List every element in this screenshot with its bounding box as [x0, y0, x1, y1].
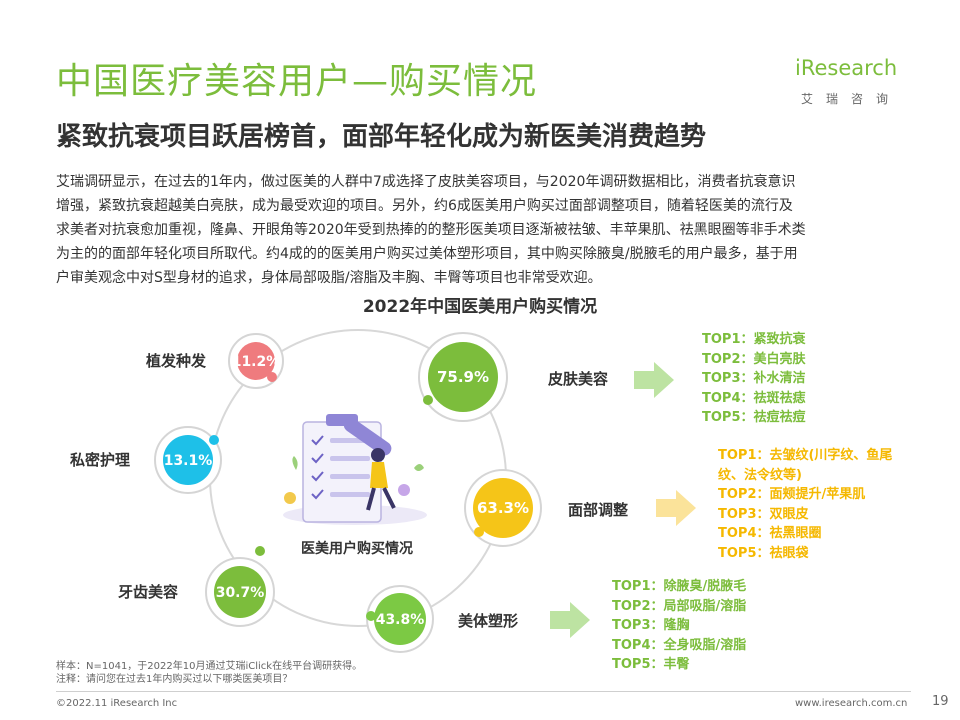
sample-note: 样本：N=1041，于2022年10月通过艾瑞iClick在线平台调研获得。	[56, 661, 363, 672]
bubble-teeth	[214, 566, 266, 618]
bubble-value-skin: 75.9%	[437, 368, 489, 386]
top-list-item: TOP2：美白亮肤	[702, 351, 806, 367]
top-list-item: TOP2：面颊提升/苹果肌	[718, 487, 866, 502]
intro-line: 户审美观念中对S型身材的追求，身体局部吸脂/溶脂及丰胸、丰臀等项目也非常受欢迎。	[56, 270, 602, 286]
orbit-dot-teeth	[255, 546, 265, 556]
top-list-item: TOP1：紧致抗衰	[702, 332, 806, 347]
footer-copyright: ©2022.11 iResearch Inc	[56, 698, 178, 709]
category-label-skin: 皮肤美容	[548, 370, 608, 388]
intro-line: 艾瑞调研显示，在过去的1年内，做过医美的人群中7成选择了皮肤美容项目，与2020…	[56, 174, 796, 190]
bubble-value-teeth: 30.7%	[216, 585, 265, 601]
skin-top-list: TOP1：紧致抗衰 TOP2：美白亮肤 TOP3：补水清洁 TOP4：祛斑祛痣 TOP5…	[702, 330, 806, 428]
top-list-item: 纹、法令纹等)	[718, 467, 802, 483]
top-list-item: TOP1：去皱纹(川字纹、鱼尾	[718, 448, 893, 463]
orbit-dot-hair	[267, 372, 277, 382]
orbit-dot-private	[209, 435, 219, 445]
clipboard-illustration-icon	[283, 414, 427, 525]
intro-paragraph: 艾瑞调研显示，在过去的1年内，做过医美的人群中7成选择了皮肤美容项目，与2020…	[56, 170, 916, 290]
top-list-item: TOP4：祛斑祛痣	[702, 390, 806, 406]
top-list-item: TOP5：祛眼袋	[718, 545, 809, 561]
chart-notes: 样本：N=1041，于2022年10月通过艾瑞iClick在线平台调研获得。 注…	[56, 660, 362, 686]
bubble-skin	[428, 342, 498, 412]
bubble-body	[374, 593, 426, 645]
orbit-dot-skin	[423, 395, 433, 405]
category-label-face: 面部调整	[568, 501, 628, 519]
top-list-item: TOP4：全身吸脂/溶脂	[612, 637, 747, 653]
body-top-list: TOP1：除腋臭/脱腋毛 TOP2：局部吸脂/溶脂 TOP3：隆胸 TOP4：全身吸脂…	[612, 577, 746, 675]
footer-website: www.iresearch.com.cn	[795, 698, 908, 709]
chart-title: 2022年中国医美用户购买情况	[362, 297, 598, 317]
top-list-item: TOP3：补水清洁	[702, 371, 806, 386]
bubble-face	[473, 478, 533, 538]
orbit-dot-body	[366, 611, 376, 621]
arrow-right-icon	[550, 602, 590, 638]
arrow-right-icon	[634, 362, 674, 398]
remark-note: 注释：请问您在过去1年内购买过以下哪类医美项目？	[56, 674, 293, 685]
bubble-value-body: 43.8%	[376, 612, 425, 628]
bubble-value-face: 63.3%	[477, 499, 529, 517]
top-list-item: TOP5：丰臀	[612, 657, 690, 672]
bubble-value-private: 13.1%	[164, 453, 213, 469]
logo-subtext: 艾瑞咨询	[801, 92, 902, 106]
page-title: 中国医疗美容用户—购买情况	[56, 61, 538, 102]
page-subtitle: 紧致抗衰项目跃居榜首，面部年轻化成为新医美消费趋势	[56, 122, 707, 152]
intro-line: 增强，紧致抗衰超越美白亮肤，成为最受欢迎的项目。另外，约6成医美用户购买过面部调…	[56, 198, 793, 214]
bubble-private	[163, 435, 213, 485]
category-label-private: 私密护理	[69, 451, 130, 469]
orbit-dot-face	[474, 527, 484, 537]
center-label: 医美用户购买情况	[301, 540, 413, 557]
face-top-list: TOP1：去皱纹(川字纹、鱼尾 纹、法令纹等) TOP2：面颊提升/苹果肌 TOP3：…	[718, 446, 892, 563]
top-list-item: TOP5：祛痘祛痘	[702, 410, 806, 425]
category-label-body: 美体塑形	[458, 612, 518, 630]
arrow-right-icon	[656, 490, 696, 526]
bubble-value-hair: 11.2%	[232, 354, 281, 370]
category-label-teeth: 牙齿美容	[118, 583, 178, 601]
top-list-item: TOP4：祛黑眼圈	[718, 526, 822, 541]
iresearch-logo: iResearch 艾瑞咨询	[795, 52, 915, 108]
top-list-item: TOP3：隆胸	[612, 618, 690, 633]
category-label-hair: 植发种发	[146, 352, 207, 370]
top-list-item: TOP1：除腋臭/脱腋毛	[612, 579, 747, 594]
logo-text: iResearch	[795, 56, 898, 80]
intro-line: 为主的的面部年轻化项目所取代。约4成的的医美用户购买过美体塑形项目，其中购买除腋…	[56, 246, 798, 262]
footer-divider	[56, 691, 911, 692]
page-number: 19	[932, 694, 949, 709]
top-list-item: TOP3：双眼皮	[718, 506, 809, 522]
bubble-hair	[237, 342, 275, 380]
intro-line: 求美者对抗衰愈加重视，隆鼻、开眼角等2020年受到热捧的的整形医美项目逐渐被祛皱…	[56, 222, 806, 238]
top-list-item: TOP2：局部吸脂/溶脂	[612, 598, 747, 614]
